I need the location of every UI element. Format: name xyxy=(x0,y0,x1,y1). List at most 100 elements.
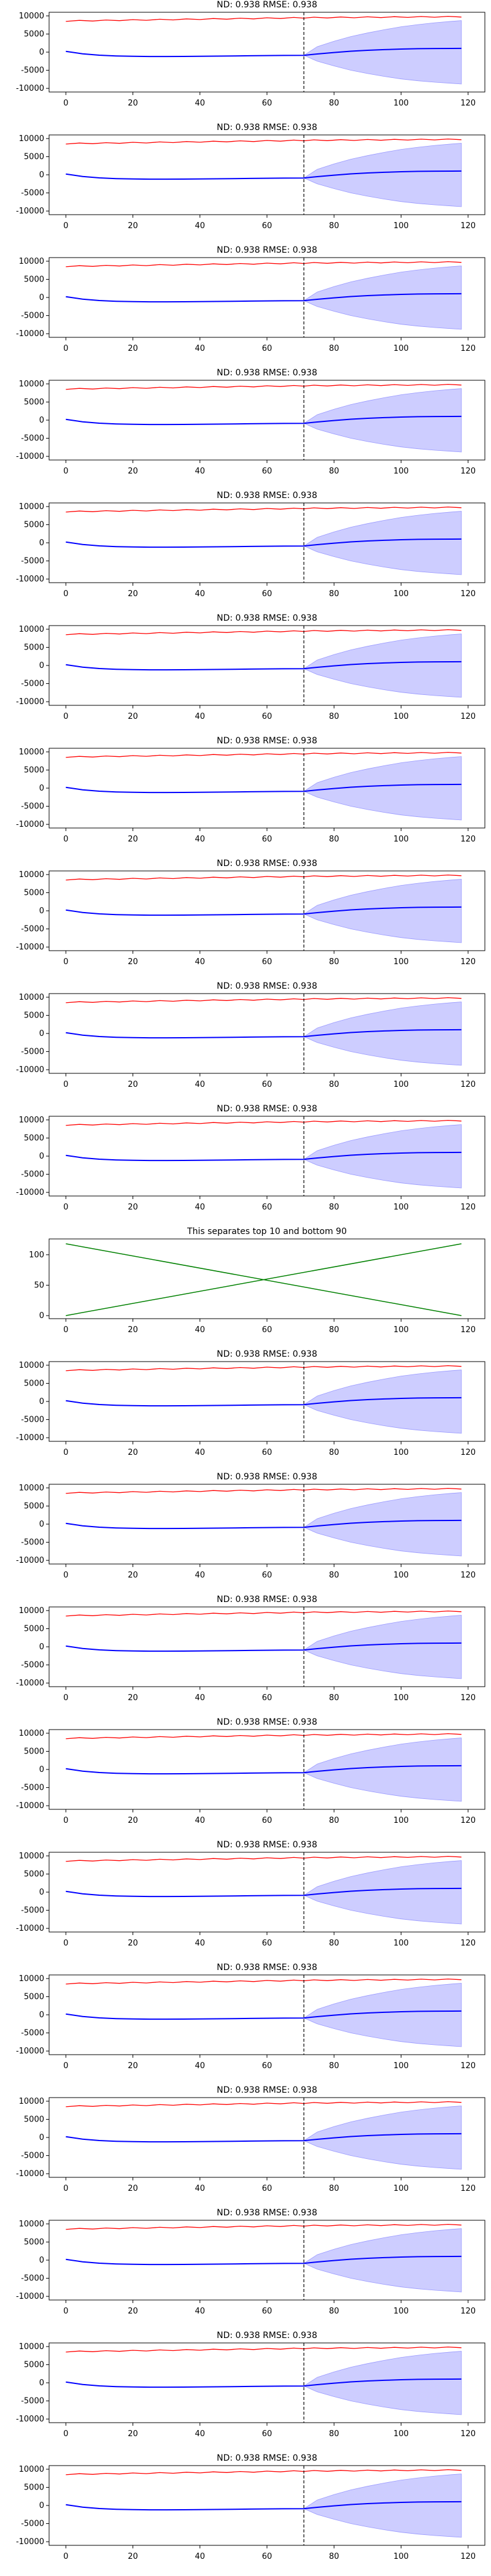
x-tick-label: 100 xyxy=(393,1080,409,1089)
mean-line xyxy=(66,1887,462,1898)
x-tick-label: 80 xyxy=(329,1448,339,1457)
x-tick-label: 120 xyxy=(460,1816,476,1825)
x-tick-label: 0 xyxy=(63,1939,68,1948)
chart-title: ND: 0.938 RMSE: 0.938 xyxy=(217,1717,317,1727)
y-tick-label: -10000 xyxy=(16,575,44,584)
subplot-17: ND: 0.938 RMSE: 0.938 0 20 40 60 80 100 120 -100… xyxy=(16,2085,485,2193)
x-tick-label: 20 xyxy=(128,957,138,967)
chart-title: ND: 0.938 RMSE: 0.938 xyxy=(217,0,317,10)
prediction-band xyxy=(303,143,462,207)
y-tick-label: -5000 xyxy=(21,1661,44,1670)
prediction-band xyxy=(303,1492,462,1557)
subplot-19: ND: 0.938 RMSE: 0.938 0 20 40 60 80 100 120 -100… xyxy=(16,2331,485,2439)
y-tick-label: -10000 xyxy=(16,2292,44,2301)
y-tick-label: 10000 xyxy=(19,380,44,389)
x-tick-label: 100 xyxy=(393,1939,409,1948)
cross-line-1 xyxy=(66,1243,462,1316)
y-tick-label: -5000 xyxy=(21,2274,44,2283)
x-tick-label: 20 xyxy=(128,2429,138,2439)
y-tick-label: -5000 xyxy=(21,2397,44,2406)
observed-line xyxy=(66,261,462,267)
x-tick-label: 40 xyxy=(195,2307,205,2316)
y-tick-label: -5000 xyxy=(21,925,44,934)
x-tick-label: 100 xyxy=(393,467,409,476)
y-tick-label: -10000 xyxy=(16,1556,44,1565)
x-tick-label: 120 xyxy=(460,344,476,353)
x-tick-label: 0 xyxy=(63,2307,68,2316)
x-tick-label: 80 xyxy=(329,99,339,108)
chart-title: ND: 0.938 RMSE: 0.938 xyxy=(217,2208,317,2218)
y-tick-label: 10000 xyxy=(19,2097,44,2106)
subplot-3: ND: 0.938 RMSE: 0.938 0 20 40 60 80 100 120 -100… xyxy=(16,368,485,476)
observed-line xyxy=(66,2223,462,2230)
x-tick-label: 80 xyxy=(329,1571,339,1580)
mean-line xyxy=(66,661,462,671)
x-tick-label: 120 xyxy=(460,467,476,476)
x-tick-label: 20 xyxy=(128,1448,138,1457)
x-tick-label: 100 xyxy=(393,589,409,599)
y-tick-label: 5000 xyxy=(24,1379,44,1388)
y-tick-label: 5000 xyxy=(24,765,44,775)
y-tick-label: 0 xyxy=(39,48,44,57)
subplot-5: ND: 0.938 RMSE: 0.938 0 20 40 60 80 100 120 -100… xyxy=(16,613,485,721)
prediction-band xyxy=(303,2474,462,2538)
x-tick-label: 100 xyxy=(393,1816,409,1825)
y-tick-label: 0 xyxy=(39,1888,44,1897)
subplot-16: ND: 0.938 RMSE: 0.938 0 20 40 60 80 100 120 -100… xyxy=(16,1963,485,2071)
x-tick-label: 0 xyxy=(63,1080,68,1089)
chart-title: ND: 0.938 RMSE: 0.938 xyxy=(217,1104,317,1114)
y-tick-label: 10000 xyxy=(19,870,44,880)
x-tick-label: 20 xyxy=(128,2307,138,2316)
chart-title: ND: 0.938 RMSE: 0.938 xyxy=(217,1840,317,1850)
x-tick-label: 60 xyxy=(262,1571,273,1580)
x-tick-label: 40 xyxy=(195,1325,205,1335)
y-tick-label: -5000 xyxy=(21,434,44,443)
chart-title: ND: 0.938 RMSE: 0.938 xyxy=(217,491,317,500)
prediction-band xyxy=(303,879,462,943)
x-tick-label: 40 xyxy=(195,1571,205,1580)
y-tick-label: 10000 xyxy=(19,1116,44,1125)
mean-line xyxy=(66,906,462,916)
x-tick-label: 60 xyxy=(262,1448,273,1457)
x-tick-label: 60 xyxy=(262,2552,273,2561)
x-tick-label: 40 xyxy=(195,467,205,476)
x-tick-label: 80 xyxy=(329,835,339,844)
x-tick-label: 100 xyxy=(393,99,409,108)
x-tick-label: 40 xyxy=(195,99,205,108)
prediction-band xyxy=(303,511,462,575)
y-tick-label: 0 xyxy=(39,784,44,793)
chart-title: ND: 0.938 RMSE: 0.938 xyxy=(217,981,317,991)
y-tick-label: 0 xyxy=(39,293,44,302)
y-tick-label: 10000 xyxy=(19,1852,44,1861)
observed-line xyxy=(66,1119,462,1126)
x-tick-label: 120 xyxy=(460,712,476,721)
chart-title: ND: 0.938 RMSE: 0.938 xyxy=(217,123,317,132)
y-tick-label: 0 xyxy=(39,416,44,425)
observed-line xyxy=(66,15,462,22)
x-tick-label: 80 xyxy=(329,2552,339,2561)
observed-line xyxy=(66,751,462,758)
x-tick-label: 40 xyxy=(195,2184,205,2193)
x-tick-label: 60 xyxy=(262,344,273,353)
mean-line xyxy=(66,47,462,58)
x-tick-label: 0 xyxy=(63,1571,68,1580)
x-tick-label: 20 xyxy=(128,99,138,108)
prediction-band xyxy=(303,1615,462,1679)
x-tick-label: 40 xyxy=(195,712,205,721)
x-tick-label: 20 xyxy=(128,1693,138,1703)
x-tick-label: 80 xyxy=(329,1080,339,1089)
y-tick-label: 5000 xyxy=(24,1011,44,1020)
x-tick-label: 20 xyxy=(128,1325,138,1335)
y-tick-label: -5000 xyxy=(21,1538,44,1547)
prediction-band xyxy=(303,2228,462,2293)
x-tick-label: 40 xyxy=(195,1080,205,1089)
y-tick-label: -10000 xyxy=(16,1065,44,1075)
y-tick-label: -5000 xyxy=(21,557,44,566)
chart-title: ND: 0.938 RMSE: 0.938 xyxy=(217,613,317,623)
x-tick-label: 100 xyxy=(393,221,409,231)
y-tick-label: -10000 xyxy=(16,2415,44,2424)
x-tick-label: 40 xyxy=(195,1203,205,1212)
chart-title: ND: 0.938 RMSE: 0.938 xyxy=(217,2085,317,2095)
x-tick-label: 40 xyxy=(195,1816,205,1825)
x-tick-label: 40 xyxy=(195,2552,205,2561)
